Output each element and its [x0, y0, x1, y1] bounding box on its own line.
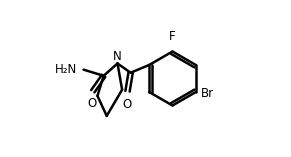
- Text: H₂N: H₂N: [55, 63, 77, 76]
- Text: F: F: [168, 30, 175, 43]
- Text: O: O: [122, 98, 131, 111]
- Text: N: N: [113, 50, 122, 63]
- Text: Br: Br: [200, 87, 214, 100]
- Text: O: O: [87, 97, 97, 110]
